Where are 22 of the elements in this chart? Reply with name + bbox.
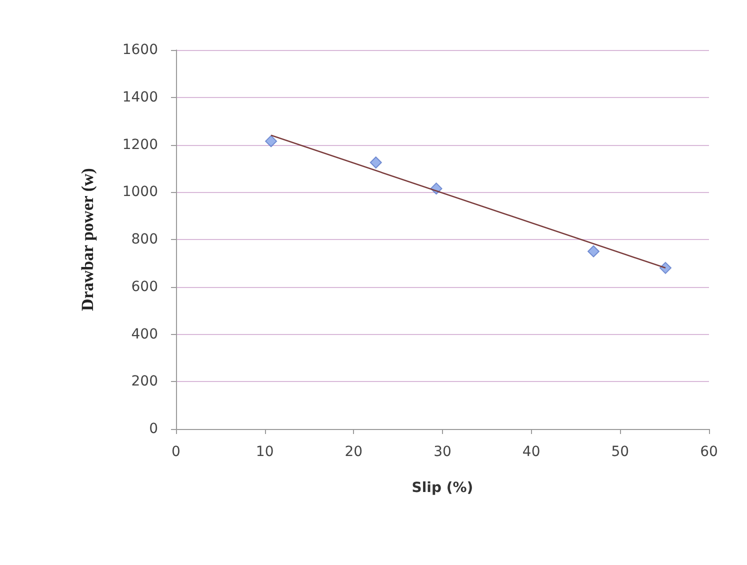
y-tick-label: 200 — [131, 374, 158, 390]
y-tick-label: 0 — [149, 421, 158, 437]
y-tick-label: 1600 — [122, 42, 158, 58]
y-tick-label: 400 — [131, 326, 158, 342]
y-tick-label: 1000 — [122, 184, 158, 200]
x-tick-label: 30 — [434, 444, 452, 460]
x-tick-label: 50 — [611, 444, 630, 460]
y-tick-label: 1400 — [122, 89, 158, 106]
y-axis-title: Drawbar power (w) — [78, 168, 97, 311]
x-tick-label: 20 — [344, 444, 363, 460]
x-tick-label: 40 — [522, 444, 540, 460]
x-tick-label: 0 — [172, 444, 180, 460]
x-tick-label: 60 — [700, 444, 718, 460]
x-tick-label: 10 — [256, 444, 274, 460]
point — [265, 135, 278, 148]
point — [588, 245, 600, 258]
x-axis-title: Slip (%) — [412, 480, 474, 496]
point — [370, 156, 382, 169]
y-tick-label: 1200 — [122, 136, 158, 153]
point — [659, 262, 672, 274]
y-tick-label: 800 — [131, 232, 158, 248]
y-tick-label: 600 — [131, 278, 158, 295]
